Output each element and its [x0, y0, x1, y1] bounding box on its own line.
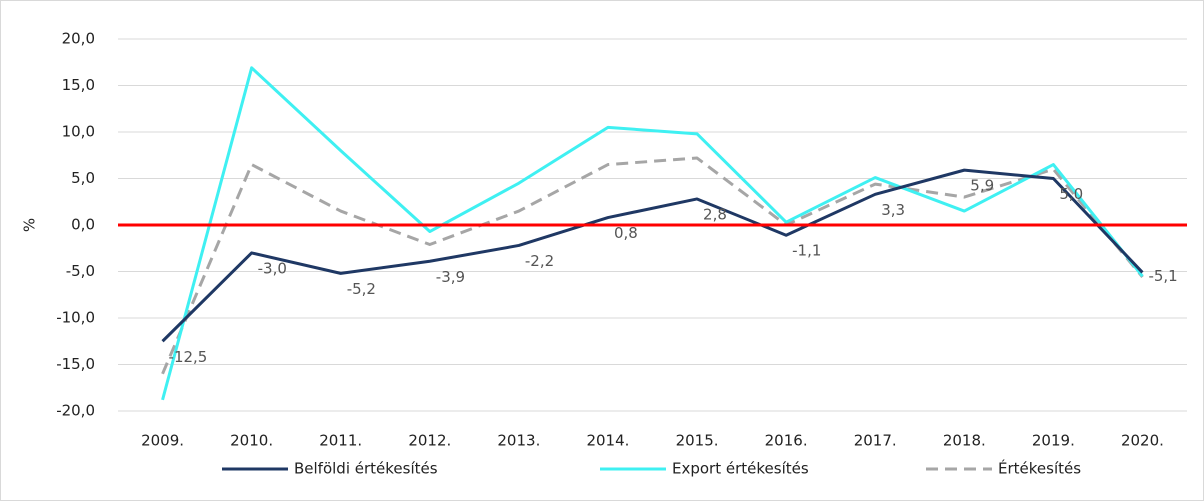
x-tick-label: 2010.	[230, 432, 273, 450]
x-tick-label: 2019.	[1032, 432, 1075, 450]
y-tick-label: 20,0	[62, 30, 95, 48]
series-line	[161, 66, 1144, 401]
x-tick-label: 2012.	[408, 432, 451, 450]
data-label: -5,1	[1148, 267, 1177, 285]
series-line	[161, 156, 1144, 375]
x-tick-label: 2011.	[319, 432, 362, 450]
data-label: -12,5	[169, 348, 208, 366]
data-label: -1,1	[792, 242, 821, 260]
y-axis-label: %	[21, 218, 39, 232]
x-tick-label: 2009.	[141, 432, 184, 450]
x-tick-label: 2015.	[676, 432, 719, 450]
x-tick-label: 2018.	[943, 432, 986, 450]
y-tick-label: -10,0	[56, 309, 95, 327]
legend-label: Értékesítés	[998, 459, 1081, 478]
data-label: 0,8	[614, 224, 638, 242]
series-line	[161, 168, 1144, 343]
data-label: 5,0	[1059, 185, 1083, 203]
y-tick-label: -15,0	[56, 355, 95, 373]
data-label: -3,0	[258, 259, 287, 277]
legend-label: Belföldi értékesítés	[294, 460, 438, 478]
y-tick-label: 10,0	[62, 123, 95, 141]
x-tick-label: 2013.	[497, 432, 540, 450]
x-tick-label: 2020.	[1121, 432, 1164, 450]
x-tick-label: 2016.	[765, 432, 808, 450]
y-tick-label: 0,0	[71, 216, 95, 234]
y-tick-label: -5,0	[66, 262, 95, 280]
y-tick-label: 5,0	[71, 169, 95, 187]
data-label: -2,2	[525, 252, 554, 270]
x-tick-label: 2017.	[854, 432, 897, 450]
data-label: -3,9	[436, 268, 465, 286]
y-tick-label: 15,0	[62, 76, 95, 94]
legend-label: Export értékesítés	[672, 460, 809, 478]
data-label: 3,3	[881, 201, 905, 219]
data-label: 2,8	[703, 205, 727, 223]
x-tick-label: 2014.	[586, 432, 629, 450]
y-tick-label: -20,0	[56, 402, 95, 420]
data-label: 5,9	[970, 177, 994, 195]
data-label: -5,2	[347, 280, 376, 298]
